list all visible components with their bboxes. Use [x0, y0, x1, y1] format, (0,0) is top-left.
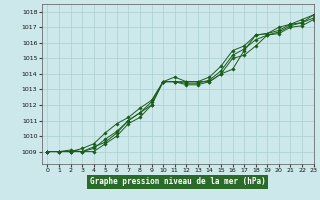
X-axis label: Graphe pression niveau de la mer (hPa): Graphe pression niveau de la mer (hPa): [90, 177, 266, 186]
